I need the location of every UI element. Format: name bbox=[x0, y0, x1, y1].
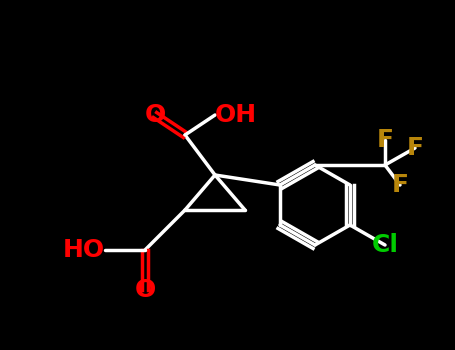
Text: F: F bbox=[391, 173, 409, 197]
Text: O: O bbox=[134, 278, 156, 302]
Text: HO: HO bbox=[63, 238, 105, 262]
Text: OH: OH bbox=[215, 103, 257, 127]
Text: Cl: Cl bbox=[371, 233, 399, 257]
Text: F: F bbox=[376, 128, 394, 152]
Text: O: O bbox=[144, 103, 166, 127]
Text: F: F bbox=[406, 136, 424, 160]
